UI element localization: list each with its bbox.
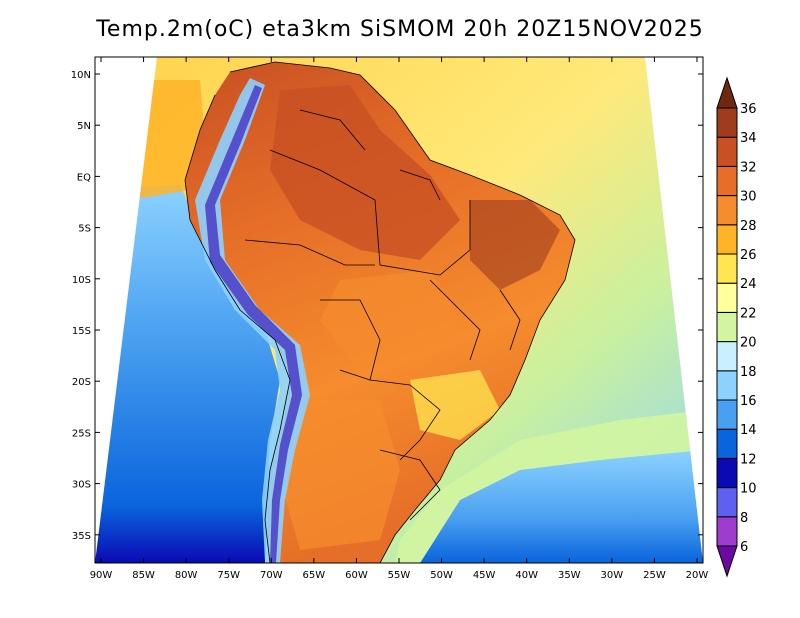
colorbar-label: 30	[740, 190, 757, 205]
lat-label: 5S	[78, 224, 91, 235]
lat-label: 10S	[72, 275, 91, 286]
lon-label: 90W	[90, 570, 113, 581]
colorbar-swatch	[716, 399, 738, 430]
lat-label: 5N	[77, 121, 91, 132]
southern-cone-warm	[280, 400, 400, 550]
amazon-hot	[270, 85, 460, 260]
colorbar-label: 8	[740, 511, 748, 526]
colorbar-swatch	[716, 487, 738, 518]
southeast-mild	[410, 370, 500, 440]
colorbar-swatch	[716, 253, 738, 284]
latitude-axis: 10N 5N EQ 5S 10S 15S 20S 25S 30S 35S	[71, 70, 703, 542]
colorbar-max-arrow	[716, 76, 738, 109]
colorbar-swatch	[716, 311, 738, 343]
south-atlantic-cool	[420, 450, 703, 563]
country-borders	[184, 61, 576, 564]
colorbar-swatch	[716, 370, 738, 401]
lon-label: 80W	[175, 570, 198, 581]
lon-label: 40W	[515, 570, 538, 581]
colorbar-label: 18	[740, 365, 757, 380]
colorbar-label: 6	[740, 540, 748, 555]
pacific-ocean	[95, 185, 280, 563]
lat-label: 25S	[72, 428, 91, 439]
colorbar-label: 28	[740, 219, 757, 234]
colorbar-swatch	[716, 457, 738, 489]
lon-label: 65W	[303, 570, 326, 581]
lon-label: 50W	[430, 570, 453, 581]
colorbar-label: 26	[740, 248, 757, 263]
colorbar-swatch	[716, 165, 738, 197]
colorbar-label: 24	[740, 277, 757, 292]
northeast-hot	[470, 200, 560, 290]
south-atlantic-warm	[395, 410, 703, 563]
central-warm	[320, 270, 460, 370]
colorbar-swatch	[716, 428, 738, 459]
lon-label: 30W	[601, 570, 624, 581]
lon-label: 70W	[260, 570, 283, 581]
lon-label: 60W	[345, 570, 368, 581]
lon-label: 20W	[686, 570, 709, 581]
lat-label: 30S	[72, 480, 91, 491]
lon-label: 55W	[388, 570, 411, 581]
colorbar-swatch	[716, 195, 738, 226]
lon-label: 85W	[132, 570, 155, 581]
lat-label: 15S	[72, 326, 91, 337]
lon-label: 75W	[217, 570, 240, 581]
colorbar-swatch	[716, 224, 738, 255]
colorbar-swatch	[716, 107, 738, 138]
longitude-axis: 90W 85W 80W 75W 70W 65W 60W 55W 50W 45W 40W 35W 30W 2…	[90, 57, 709, 581]
colorbar-label: 20	[740, 336, 757, 351]
colorbar-label: 16	[740, 394, 757, 409]
colorbar-label: 14	[740, 423, 757, 438]
colorbar-swatch	[716, 516, 738, 547]
lon-label: 35W	[558, 570, 581, 581]
colorbar-swatch	[716, 136, 738, 167]
lat-label: 10N	[71, 70, 91, 81]
colorbar-label: 36	[740, 102, 757, 117]
colorbar-label: 10	[740, 482, 757, 497]
colorbar-swatch	[716, 282, 738, 313]
colorbar-label: 34	[740, 131, 757, 146]
lon-label: 45W	[473, 570, 496, 581]
colorbar: 6 8 10 12 14 16 18 20 22 24 26 28 30 32 34 36	[716, 76, 757, 578]
colorbar-min-arrow	[716, 545, 738, 578]
colorbar-swatch	[716, 341, 738, 372]
lat-label: 20S	[72, 377, 91, 388]
lat-label: EQ	[77, 172, 91, 183]
colorbar-label: 12	[740, 452, 757, 467]
map-title: Temp.2m(oC) eta3km SiSMOM 20h 20Z15NOV20…	[96, 17, 704, 42]
lon-label: 25W	[643, 570, 666, 581]
lat-label: 35S	[72, 531, 91, 542]
colorbar-label: 22	[740, 306, 757, 321]
colorbar-label: 32	[740, 160, 757, 175]
